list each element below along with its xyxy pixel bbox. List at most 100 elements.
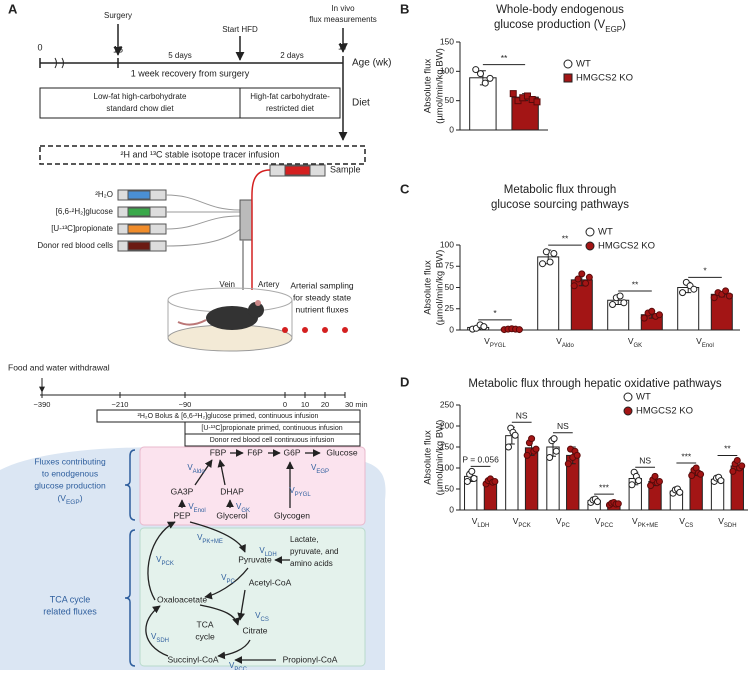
node: Glycogen [274, 510, 310, 520]
label: 30 min [345, 400, 368, 409]
x-tick-label: VPYGL [484, 336, 506, 348]
label: Donor red blood cells [37, 241, 113, 250]
chart-title: Metabolic flux through [504, 184, 617, 196]
label: Arterial sampling [290, 280, 354, 290]
sampling-drops [282, 327, 348, 333]
node: Glycerol [216, 510, 247, 520]
label: −90 [179, 400, 192, 409]
data-point [552, 447, 560, 455]
y-tick-label: 50 [445, 282, 455, 292]
node: G6P [283, 447, 300, 457]
label: Food and water withdrawal [8, 362, 110, 372]
legend-label: HMGCS2 KO [576, 73, 633, 84]
y-tick-label: 100 [440, 239, 454, 249]
significance: ** [724, 444, 731, 454]
egp-box [139, 446, 366, 526]
node: GA3P [171, 486, 194, 496]
y-tick-label: 50 [445, 95, 455, 105]
timeline [39, 24, 366, 165]
data-point [573, 451, 581, 459]
label: Lactate, [290, 535, 318, 544]
data-point [690, 285, 698, 293]
node: F6P [247, 447, 263, 457]
data-point [511, 431, 519, 439]
data-point [480, 323, 488, 331]
label: TCA cycle [50, 594, 91, 604]
flux-label: VGK [236, 502, 250, 513]
label: Diet [352, 98, 370, 109]
node: PEP [173, 510, 190, 520]
x-tick-label: VSDH [718, 516, 736, 528]
legend-label: HMGCS2 KO [598, 241, 655, 252]
data-point [655, 477, 663, 485]
node: Citrate [242, 625, 267, 635]
significance: * [493, 308, 497, 318]
data-point [528, 435, 536, 443]
x-tick-label: VPCC [595, 516, 614, 528]
data-point [578, 270, 586, 278]
significance: NS [516, 411, 528, 421]
data-point [733, 456, 741, 464]
data-point [628, 481, 636, 489]
chart-title: Whole-body endogenous [496, 4, 624, 16]
y-tick-label: 75 [445, 261, 455, 271]
label: Age (wk) [352, 58, 391, 69]
legend-marker [585, 241, 595, 251]
data-point [582, 279, 590, 287]
node: Glucose [326, 447, 357, 457]
node: Propionyl-CoA [283, 654, 338, 664]
y-tick-label: 0 [449, 504, 454, 514]
data-point [546, 454, 554, 461]
node: Oxaloacetate [157, 594, 207, 604]
label: 10 [301, 400, 309, 409]
node: Pyruvate [238, 554, 272, 564]
pathway-arrows [145, 449, 321, 664]
label: 0 [283, 400, 287, 409]
label: [U-¹³C]propionate [51, 224, 113, 233]
label: ²H₂O [95, 190, 113, 199]
y-tick-label: 200 [440, 420, 454, 430]
flux-label: VEGP [311, 463, 329, 474]
x-tick-label: VEnol [696, 336, 714, 348]
legend-label: WT [576, 59, 591, 70]
label: High-fat carbohydrate- [250, 92, 330, 101]
label: Vein [219, 280, 235, 289]
y-tick-label: 0 [449, 324, 454, 334]
data-point [523, 92, 531, 100]
time-axis [39, 378, 361, 447]
label: 2 days [280, 51, 304, 60]
x-tick-label: VPK+ME [632, 516, 658, 528]
flux-label: VEnol [188, 502, 205, 513]
timeline-tick: 16 [113, 44, 123, 54]
label: flux measurements [309, 15, 377, 24]
braces [124, 449, 136, 667]
y-tick-label: 250 [440, 399, 454, 409]
data-point [550, 250, 558, 257]
significance: ** [501, 53, 508, 63]
panel-label: D [400, 374, 409, 389]
data-point [542, 248, 550, 256]
bar [469, 77, 497, 131]
y-axis-label: (µmol/min/kg BW) [435, 250, 446, 326]
x-tick-label: VAldo [556, 336, 574, 348]
legend-marker [563, 73, 573, 83]
significance: P = 0.056 [462, 455, 499, 465]
label: to enodgenous [42, 468, 98, 478]
significance: *** [599, 482, 610, 492]
data-point [655, 311, 663, 319]
flux-label: VPC [221, 573, 235, 584]
chart-title: Metabolic flux through hepatic oxidative… [468, 378, 721, 390]
data-point [647, 482, 655, 490]
significance: * [703, 266, 707, 276]
bar [537, 256, 560, 331]
node: Succinyl-CoA [167, 654, 218, 664]
x-tick-label: VLDH [472, 516, 490, 528]
y-axis-label: Absolute flux [423, 59, 434, 114]
label: amino acids [290, 559, 333, 568]
label: TCA [197, 619, 214, 629]
y-axis-label: Absolute flux [423, 430, 434, 485]
node: FBP [210, 447, 227, 457]
data-point [472, 66, 480, 74]
significance: NS [639, 455, 651, 465]
